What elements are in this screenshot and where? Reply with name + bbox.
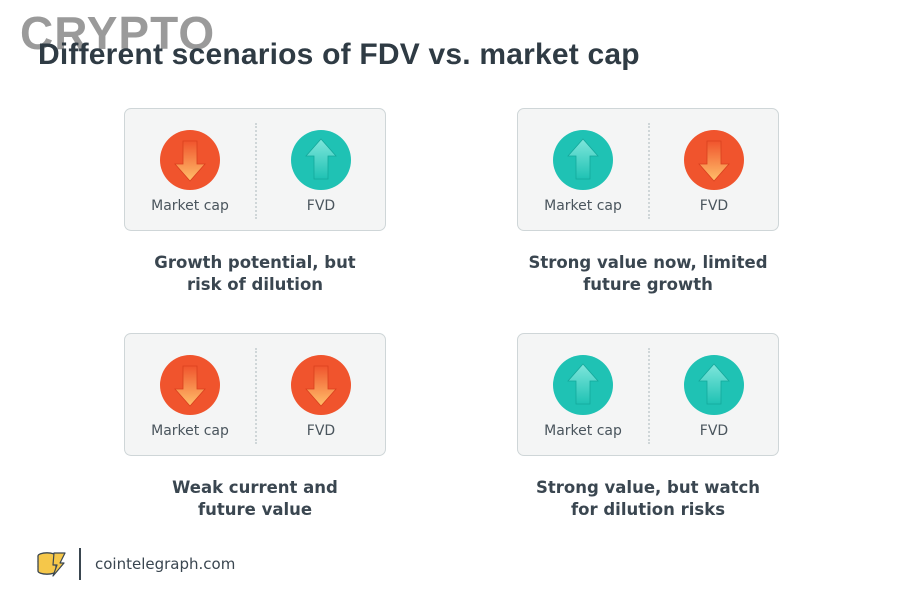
- caption-line: risk of dilution: [186, 275, 324, 294]
- scenario-caption-1: Growth potential, but risk of dilution: [105, 252, 405, 296]
- scenario-caption-3: Weak current and future value: [105, 477, 405, 521]
- caption-line: Strong value now, limited: [528, 253, 768, 272]
- scenario-card-3: Market cap FVD: [124, 333, 386, 456]
- caption-line: for dilution risks: [570, 500, 726, 519]
- market-cap-indicator: Market cap: [518, 334, 648, 455]
- market-cap-indicator: Market cap: [518, 109, 648, 230]
- fdv-indicator: FVD: [256, 334, 386, 455]
- market-cap-indicator: Market cap: [125, 334, 255, 455]
- caption-line: Growth potential, but: [154, 253, 356, 272]
- indicator-label: Market cap: [544, 198, 622, 214]
- indicator-label: FVD: [699, 423, 729, 439]
- fdv-indicator: FVD: [256, 109, 386, 230]
- indicator-label: FVD: [306, 198, 336, 214]
- cointelegraph-logo-icon: [36, 550, 66, 578]
- page-title: Different scenarios of FDV vs. market ca…: [38, 38, 640, 71]
- scenario-caption-2: Strong value now, limited future growth: [498, 252, 798, 296]
- caption-line: future growth: [583, 275, 713, 294]
- arrow-down-icon: [291, 355, 351, 415]
- scenario-card-2: Market cap FVD: [517, 108, 779, 231]
- card-divider: [648, 123, 650, 219]
- scenario-caption-4: Strong value, but watch for dilution ris…: [498, 477, 798, 521]
- arrow-down-icon: [160, 355, 220, 415]
- market-cap-indicator: Market cap: [125, 109, 255, 230]
- footer-separator: [79, 548, 81, 580]
- scenario-card-1: Market cap FVD: [124, 108, 386, 231]
- arrow-down-icon: [684, 130, 744, 190]
- footer-site-link[interactable]: cointelegraph.com: [95, 555, 236, 573]
- watermark-text: CRYPTO: [20, 7, 216, 59]
- indicator-label: Market cap: [151, 423, 229, 439]
- arrow-up-icon: [553, 355, 613, 415]
- indicator-label: Market cap: [544, 423, 622, 439]
- arrow-down-icon: [160, 130, 220, 190]
- card-divider: [648, 348, 650, 444]
- caption-line: Strong value, but watch: [535, 478, 761, 497]
- scenario-card-4: Market cap FVD: [517, 333, 779, 456]
- fdv-indicator: FVD: [649, 334, 779, 455]
- arrow-up-icon: [684, 355, 744, 415]
- indicator-label: FVD: [699, 198, 729, 214]
- caption-line: future value: [197, 500, 313, 519]
- indicator-label: FVD: [306, 423, 336, 439]
- caption-line: Weak current and: [172, 478, 338, 497]
- arrow-up-icon: [291, 130, 351, 190]
- fdv-indicator: FVD: [649, 109, 779, 230]
- indicator-label: Market cap: [151, 198, 229, 214]
- arrow-up-icon: [553, 130, 613, 190]
- card-divider: [255, 123, 257, 219]
- card-divider: [255, 348, 257, 444]
